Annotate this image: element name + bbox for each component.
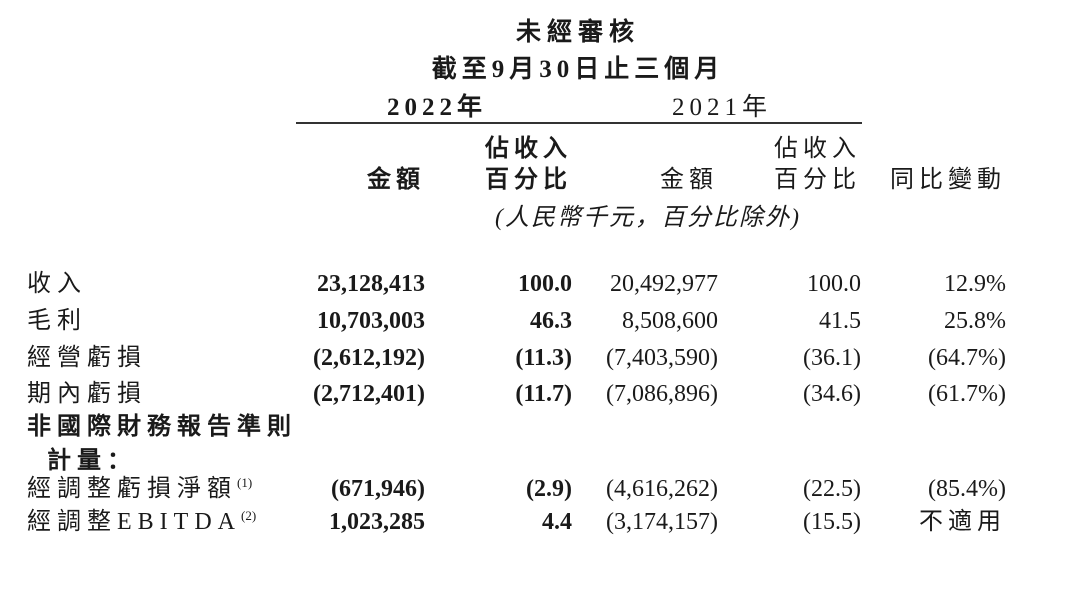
- column-header-pct-of-revenue-2021-line2: 百分比: [774, 167, 861, 193]
- row-label: 毛利: [27, 308, 87, 334]
- pct-2021: (34.6): [803, 381, 861, 407]
- table-row: 毛利 10,703,003 46.3 8,508,600 41.5 25.8%: [27, 305, 1006, 337]
- amount-2022: (2,612,192): [313, 345, 425, 371]
- yoy-change: 12.9%: [944, 271, 1006, 297]
- yoy-change: (61.7%): [928, 381, 1006, 407]
- amount-2022: (2,712,401): [313, 381, 425, 407]
- row-label: 計量：: [47, 448, 137, 474]
- pct-2022: [425, 411, 572, 443]
- pct-2022: (2.9): [526, 476, 572, 502]
- table-row: 經調整虧損淨額(1) (671,946) (2.9) (4,616,262) (22.5…: [27, 473, 1006, 505]
- column-group-year-2022: 2022年: [386, 94, 488, 121]
- table-row: 非國際財務報告準則: [27, 411, 1006, 443]
- pct-2022: 4.4: [542, 509, 572, 535]
- pct-2022: (11.7): [515, 381, 572, 407]
- pct-2021: [718, 411, 861, 443]
- units-note: (人民幣千元，百分比除外): [495, 205, 801, 231]
- column-header-row-main: 金額 百分比 金額 百分比 同比變動: [27, 164, 1006, 196]
- amount-2021: (3,174,157): [606, 509, 718, 535]
- pct-2021: (36.1): [803, 345, 861, 371]
- amount-2021: (7,403,590): [606, 345, 718, 371]
- table-row: 計量：: [27, 445, 1006, 477]
- column-header-pct-of-revenue-2022-line2: 百分比: [485, 167, 572, 193]
- table-title-unaudited: 未經審核: [515, 19, 641, 46]
- table-row: 收入 23,128,413 100.0 20,492,977 100.0 12.9%: [27, 268, 1006, 300]
- column-header-pct-of-revenue-2021-line1: 佔收入: [774, 136, 861, 162]
- amount-2022: 1,023,285: [329, 509, 425, 535]
- amount-2022: 23,128,413: [317, 271, 425, 297]
- amount-2022: (671,946): [331, 476, 425, 502]
- amount-2021: 20,492,977: [610, 271, 718, 297]
- yoy-change: 不適用: [919, 509, 1006, 535]
- column-header-row-top: 佔收入 佔收入: [27, 133, 1006, 165]
- yoy-change: [861, 411, 1006, 443]
- pct-2022: (11.3): [515, 345, 572, 371]
- yoy-change: (64.7%): [928, 345, 1006, 371]
- column-header-amount-2021: 金額: [660, 167, 718, 193]
- amount-2021: (4,616,262): [606, 476, 718, 502]
- column-header-amount-2022: 金額: [367, 167, 425, 193]
- pct-2021: 100.0: [807, 271, 861, 297]
- yoy-change: (85.4%): [928, 476, 1006, 502]
- pct-2021: 41.5: [819, 308, 861, 334]
- column-group-year-2021: 2021年: [671, 94, 773, 121]
- amount-2022: [307, 411, 425, 443]
- pct-2022: 100.0: [518, 271, 572, 297]
- table-row: 期內虧損 (2,712,401) (11.7) (7,086,896) (34.6) (6…: [27, 378, 1006, 410]
- table-row: 經營虧損 (2,612,192) (11.3) (7,403,590) (36.1) (6…: [27, 342, 1006, 374]
- row-label: 經調整EBITDA(2): [27, 508, 257, 535]
- row-label: 經調整虧損淨額(1): [27, 475, 253, 502]
- header-rule: [296, 122, 862, 124]
- footnote-marker: (1): [237, 475, 253, 490]
- table-title-period: 截至9月30日止三個月: [431, 56, 725, 83]
- yoy-change: 25.8%: [944, 308, 1006, 334]
- footnote-marker: (2): [240, 508, 257, 523]
- amount-2021: (7,086,896): [606, 381, 718, 407]
- table-row: 經調整EBITDA(2) 1,023,285 4.4 (3,174,157) (15.5…: [27, 506, 1006, 538]
- row-label: 期內虧損: [27, 381, 147, 407]
- pct-2021: (15.5): [803, 509, 861, 535]
- amount-2022: 10,703,003: [317, 308, 425, 334]
- row-label: 非國際財務報告準則: [27, 414, 297, 440]
- amount-2021: [572, 411, 718, 443]
- pct-2022: 46.3: [530, 308, 572, 334]
- row-label: 經營虧損: [27, 345, 147, 371]
- amount-2021: 8,508,600: [622, 308, 718, 334]
- pct-2021: (22.5): [803, 476, 861, 502]
- column-header-pct-of-revenue-2022-line1: 佔收入: [485, 136, 572, 162]
- row-label: 收入: [27, 271, 87, 297]
- column-header-yoy-change: 同比變動: [890, 167, 1006, 193]
